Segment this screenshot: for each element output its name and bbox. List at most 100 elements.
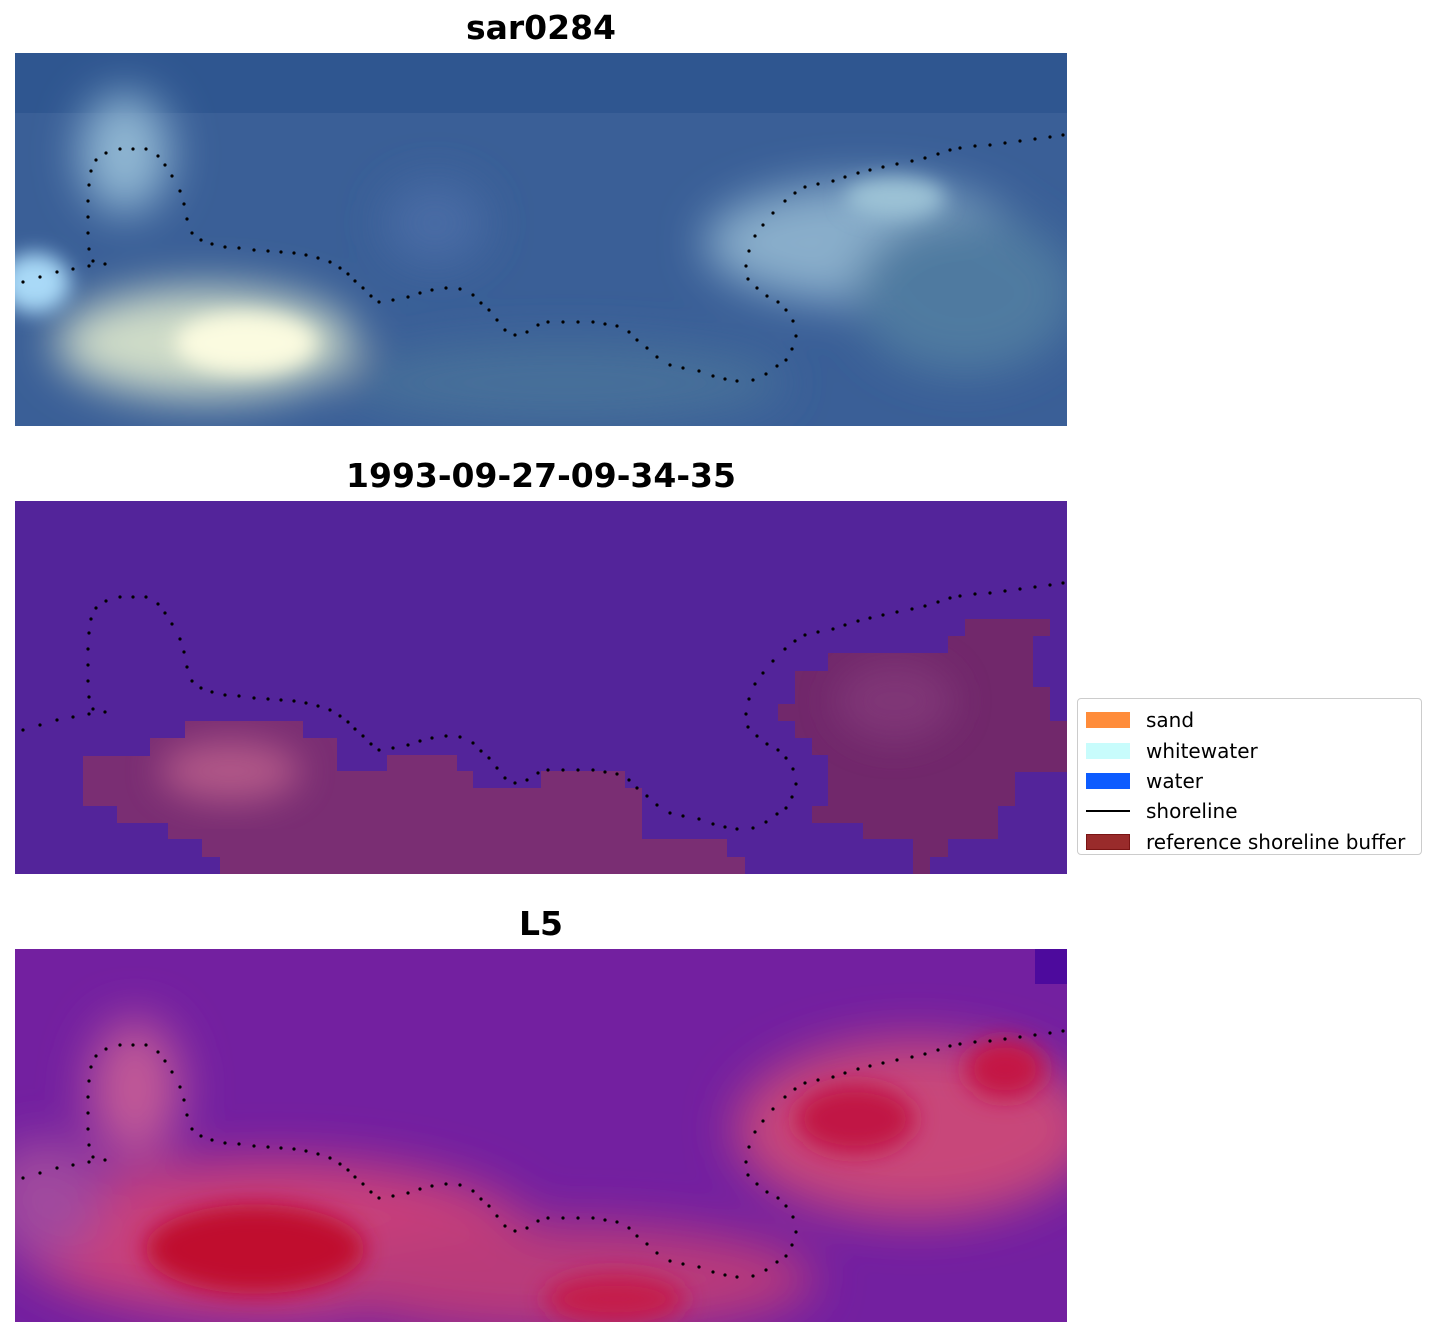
shoreline-dot xyxy=(948,148,952,152)
shoreline-dot xyxy=(487,1204,491,1208)
shoreline-dot xyxy=(353,1175,357,1179)
shoreline-dot xyxy=(71,715,75,719)
shoreline-dot xyxy=(495,318,499,322)
shoreline-dot xyxy=(816,182,820,186)
shoreline-dot xyxy=(86,647,90,651)
shoreline-dot xyxy=(1033,585,1037,589)
shoreline-dot xyxy=(369,742,373,746)
shoreline-dot xyxy=(958,1042,962,1046)
shoreline-dot xyxy=(744,712,748,716)
shoreline-dot xyxy=(790,795,794,799)
classification-image xyxy=(15,501,1067,874)
shoreline-dot xyxy=(361,1182,365,1186)
shoreline-dot xyxy=(182,650,186,654)
shoreline-dot xyxy=(697,369,701,373)
shoreline-dot xyxy=(353,727,357,731)
shoreline-dot xyxy=(316,256,320,260)
shoreline-dot xyxy=(91,707,95,711)
shoreline-dot xyxy=(210,690,214,694)
shoreline-dot xyxy=(338,714,342,718)
shoreline-dot xyxy=(635,1234,639,1238)
shoreline-dot xyxy=(118,595,122,599)
shoreline-dot xyxy=(988,1039,992,1043)
shoreline-dot xyxy=(755,1182,759,1186)
shoreline-dot xyxy=(279,1146,283,1150)
shoreline-dot xyxy=(764,372,768,376)
shoreline-dot xyxy=(1033,137,1037,141)
shoreline-dot xyxy=(761,671,765,675)
shoreline-dot xyxy=(170,622,174,626)
shoreline-dot xyxy=(816,1078,820,1082)
shoreline-dot xyxy=(988,143,992,147)
shoreline-dot xyxy=(86,679,90,683)
shoreline-dot xyxy=(21,728,25,732)
shoreline-dot xyxy=(156,154,160,158)
shoreline-dot xyxy=(895,1058,899,1062)
shoreline-dot xyxy=(627,778,631,782)
shoreline-dot xyxy=(210,242,214,246)
shoreline-dot xyxy=(86,663,90,667)
shoreline-dot xyxy=(784,1204,788,1208)
shoreline-dot xyxy=(681,814,685,818)
shoreline-dot xyxy=(444,286,448,290)
shoreline-dot xyxy=(561,1216,565,1220)
shoreline-dot xyxy=(190,679,194,683)
shoreline-dot xyxy=(753,234,757,238)
legend-item-sand: sand xyxy=(1086,705,1413,735)
shoreline-dot xyxy=(681,366,685,370)
shoreline-dot xyxy=(973,144,977,148)
shoreline-dot xyxy=(591,320,595,324)
shoreline-dot xyxy=(793,191,797,195)
shoreline-dot xyxy=(91,259,95,263)
shoreline-dot xyxy=(391,298,395,302)
shoreline-dot xyxy=(895,162,899,166)
shoreline-dot xyxy=(94,1054,98,1058)
shoreline-dot xyxy=(746,725,750,729)
legend-label-sand: sand xyxy=(1146,708,1195,733)
shoreline-dot xyxy=(1003,589,1007,593)
shoreline-dot xyxy=(910,1055,914,1059)
shoreline-dot xyxy=(38,1171,42,1175)
shoreline-dot xyxy=(948,596,952,600)
shoreline-dot xyxy=(328,1156,332,1160)
shoreline-dot xyxy=(237,694,241,698)
shoreline-dot xyxy=(346,1168,350,1172)
water-swatch-icon xyxy=(1086,772,1130,789)
shoreline-dot xyxy=(1033,1033,1037,1037)
shoreline-dot xyxy=(503,1224,507,1228)
panel-title-rgb: sar0284 xyxy=(465,8,617,47)
shoreline-dot xyxy=(775,364,779,368)
shoreline-dot xyxy=(771,659,775,663)
shoreline-dots xyxy=(21,581,1065,831)
shoreline-dot xyxy=(765,294,769,298)
shoreline-dot xyxy=(627,330,631,334)
shoreline-dot xyxy=(645,346,649,350)
shoreline-dot xyxy=(471,741,475,745)
shoreline-dot xyxy=(87,1160,91,1164)
shoreline-dot xyxy=(178,637,182,641)
shoreline-dot xyxy=(406,1191,410,1195)
shoreline-dot xyxy=(803,1081,807,1085)
shoreline-dot xyxy=(86,1111,90,1115)
shoreline-dot xyxy=(776,1196,780,1200)
index-panel xyxy=(15,949,1067,1322)
shoreline-dot xyxy=(513,1229,517,1233)
shoreline-dot xyxy=(536,1219,540,1223)
shoreline-dot xyxy=(856,171,860,175)
shoreline-dot xyxy=(1018,1035,1022,1039)
shoreline-dot xyxy=(471,1189,475,1193)
shoreline-dot xyxy=(163,1059,167,1063)
shoreline-dot xyxy=(856,619,860,623)
shoreline-dot xyxy=(1048,135,1052,139)
shoreline-dot xyxy=(266,249,270,253)
shoreline-dot xyxy=(104,599,108,603)
shoreline-dot xyxy=(144,147,148,151)
shoreline-dot xyxy=(843,623,847,627)
shoreline-dot xyxy=(923,156,927,160)
shoreline-dot xyxy=(487,756,491,760)
shoreline-dot xyxy=(430,1184,434,1188)
shoreline-dot xyxy=(1061,581,1065,585)
shoreline-dot xyxy=(89,169,93,173)
shoreline-dot xyxy=(881,1061,885,1065)
shoreline-dot xyxy=(170,1070,174,1074)
